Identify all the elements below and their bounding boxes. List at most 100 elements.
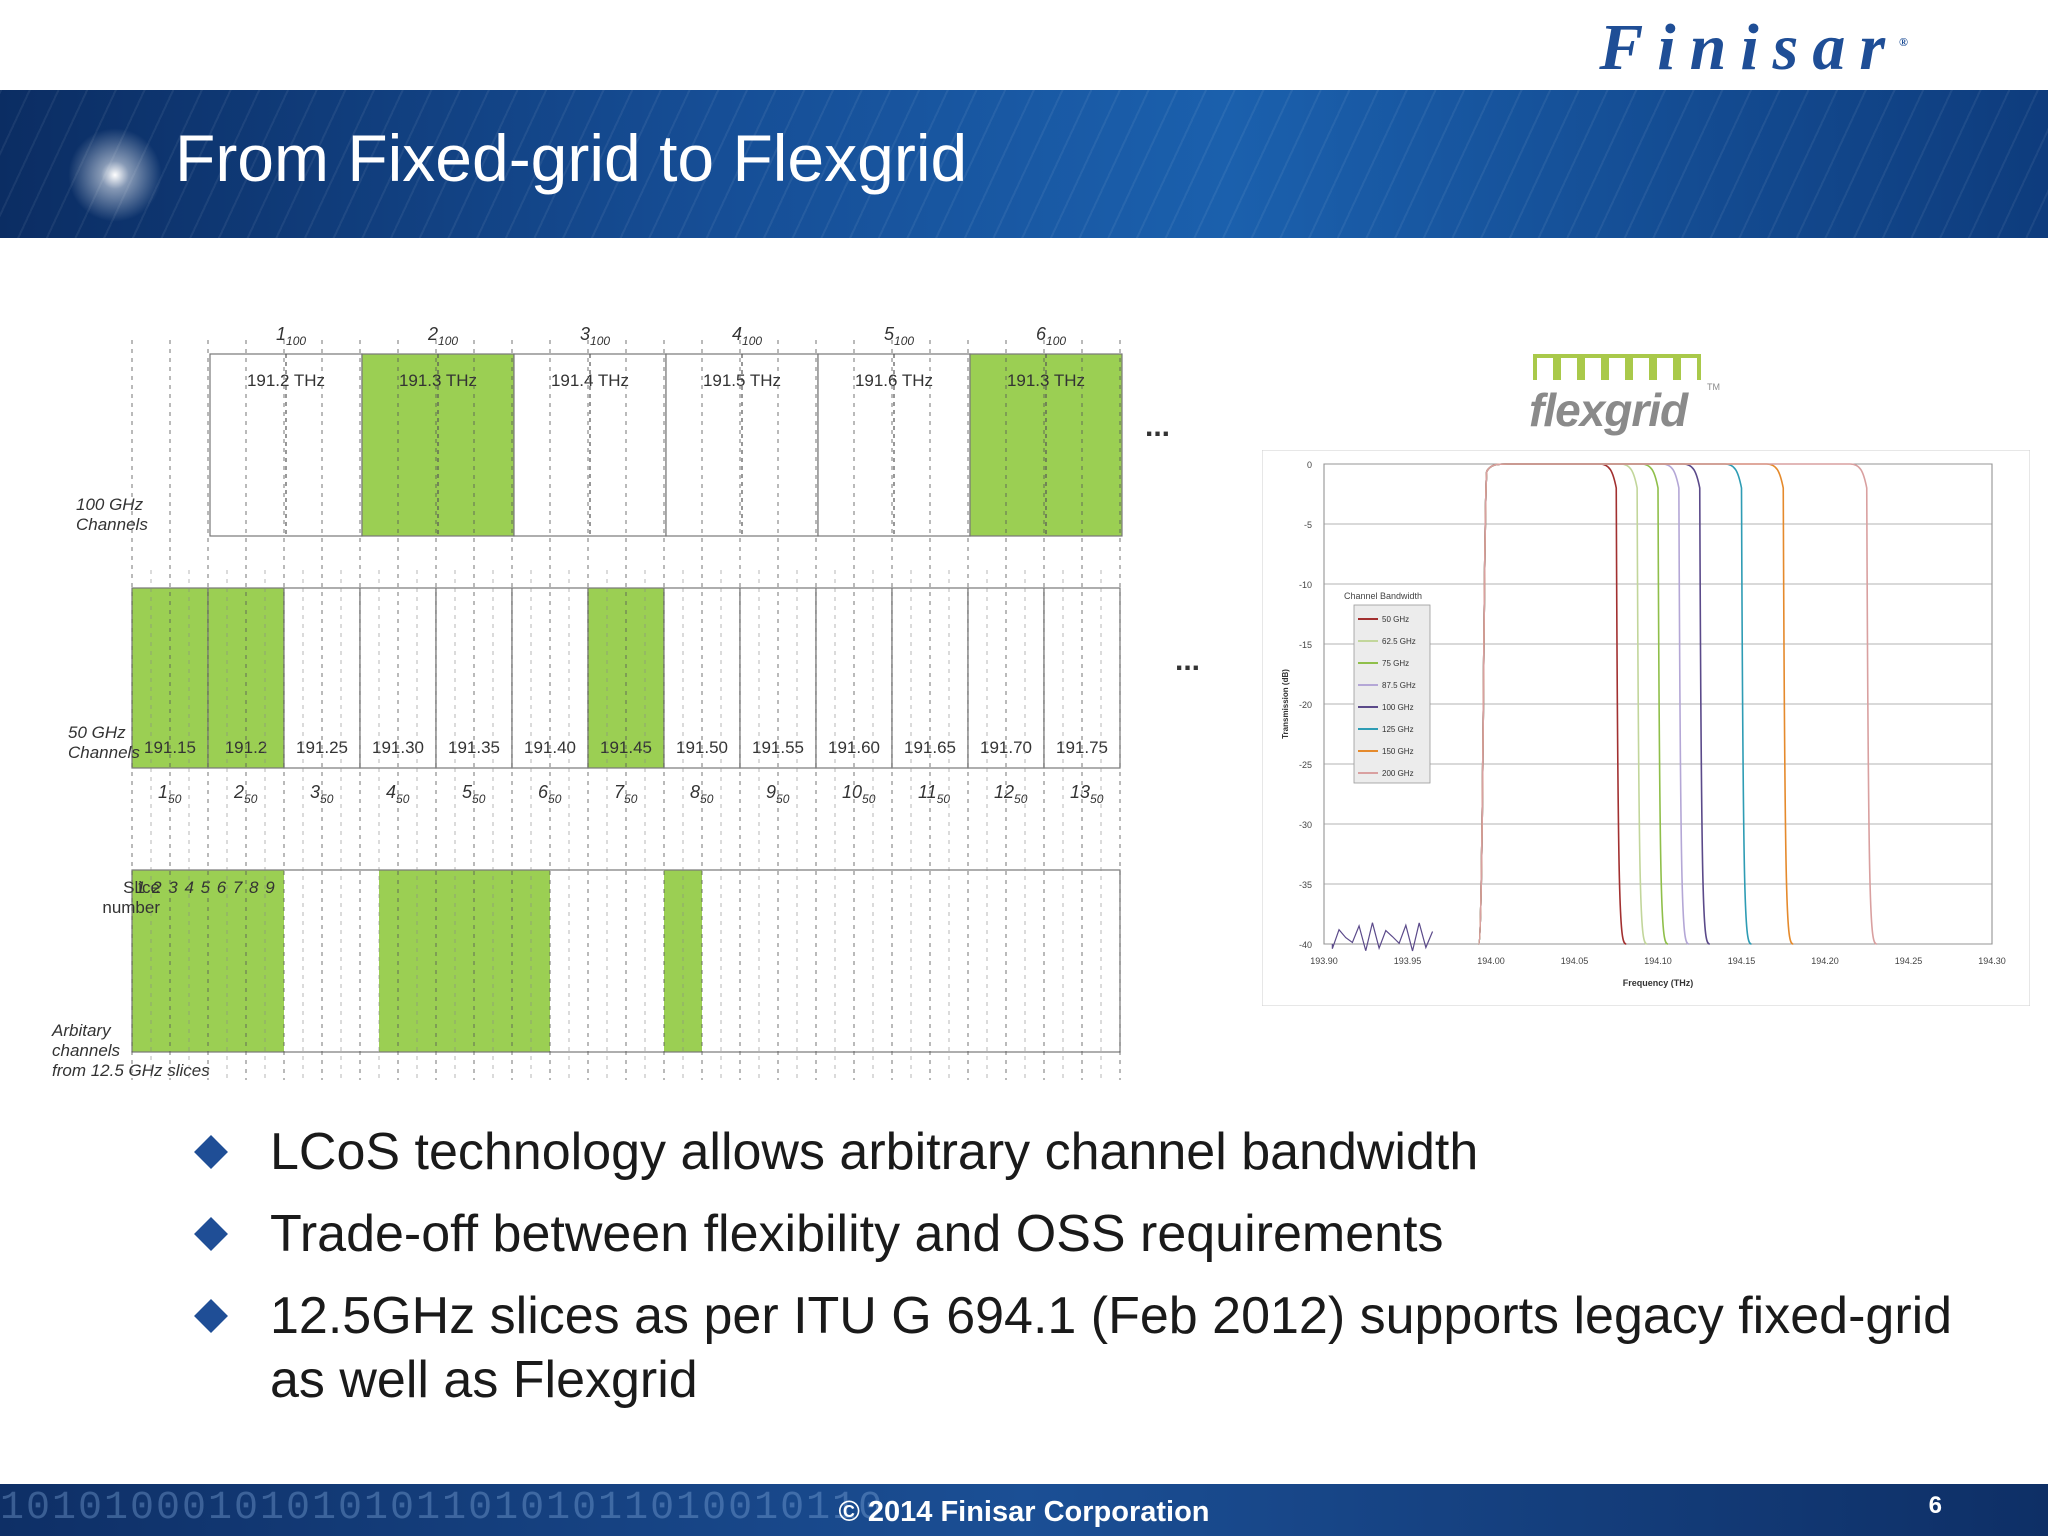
- y-tick-label: -35: [1299, 880, 1312, 890]
- flexgrid-comb-tooth-icon: [1653, 354, 1677, 380]
- channel-100-frequency: 191.3 THz: [1007, 371, 1085, 390]
- slice-number: 9: [265, 878, 275, 897]
- flexgrid-comb-tooth-icon: [1629, 354, 1653, 380]
- channel-50-number: 650: [538, 782, 562, 806]
- x-tick-label: 194.05: [1561, 956, 1589, 966]
- page-number: 6: [1928, 1492, 1942, 1519]
- label-arbitrary-channels: from 12.5 GHz slices: [52, 1061, 210, 1080]
- copyright-text: © 2014 Finisar Corporation: [838, 1496, 1210, 1528]
- legend-entry: 200 GHz: [1382, 769, 1414, 778]
- slice-number: 1: [136, 878, 145, 897]
- bullet-text: 12.5GHz slices as per ITU G 694.1 (Feb 2…: [270, 1287, 1953, 1409]
- y-tick-label: -40: [1299, 940, 1312, 950]
- ellipsis-50: ...: [1175, 644, 1200, 677]
- channel-100-frequency: 191.4 THz: [551, 371, 629, 390]
- x-tick-label: 194.00: [1477, 956, 1505, 966]
- channel-100-frequency: 191.6 THz: [855, 371, 933, 390]
- flexgrid-comb-tooth-icon: [1677, 354, 1701, 380]
- slice-number: 3: [168, 878, 178, 897]
- slide-title: From Fixed-grid to Flexgrid: [175, 121, 968, 195]
- channel-50-number: 550: [462, 782, 486, 806]
- legend-entry: 125 GHz: [1382, 725, 1414, 734]
- flexgrid-comb-tooth-icon: [1557, 354, 1581, 380]
- x-tick-label: 193.90: [1310, 956, 1338, 966]
- noise-floor-line: [1331, 922, 1434, 952]
- channel-50-number: 750: [614, 782, 638, 806]
- diamond-bullet-icon: [194, 1217, 228, 1251]
- slice-number: 7: [233, 878, 243, 897]
- slice-number: 6: [217, 878, 227, 897]
- label-50-ghz-channels: Channels: [68, 743, 140, 762]
- finisar-logo: Finisar®: [1599, 10, 1908, 86]
- flexgrid-comb-tooth-icon: [1533, 354, 1557, 380]
- x-axis-label: Frequency (THz): [1623, 978, 1694, 988]
- slice-number: 8: [249, 878, 259, 897]
- banner-wave-pattern: [0, 90, 2048, 238]
- arbitrary-channel-block: [379, 870, 550, 1052]
- x-tick-label: 194.25: [1895, 956, 1923, 966]
- x-tick-label: 194.15: [1728, 956, 1756, 966]
- bullet-text: LCoS technology allows arbitrary channel…: [270, 1123, 1479, 1181]
- bullet-list: LCoS technology allows arbitrary channel…: [194, 1120, 1975, 1430]
- channel-100-number: 6100: [1036, 324, 1066, 348]
- label-slice-number: Slice: [123, 878, 160, 897]
- x-tick-label: 193.95: [1394, 956, 1422, 966]
- y-tick-label: -25: [1299, 760, 1312, 770]
- y-tick-label: -10: [1299, 580, 1312, 590]
- channel-50-number: 1050: [842, 782, 876, 806]
- logo-text: Finisar: [1599, 11, 1900, 84]
- flexgrid-tm: TM: [1707, 382, 1720, 392]
- channel-50-number: 350: [310, 782, 334, 806]
- y-tick-label: -15: [1299, 640, 1312, 650]
- channel-50-number: 850: [690, 782, 714, 806]
- channel-50-box: [967, 587, 1045, 769]
- channel-100-number: 3100: [580, 324, 610, 348]
- x-tick-label: 194.20: [1811, 956, 1839, 966]
- legend-entry: 75 GHz: [1382, 659, 1409, 668]
- label-100-ghz-channels: Channels: [76, 515, 148, 534]
- y-tick-label: -30: [1299, 820, 1312, 830]
- bullet-item: Trade-off between flexibility and OSS re…: [194, 1202, 1975, 1266]
- bullet-text: Trade-off between flexibility and OSS re…: [270, 1205, 1444, 1263]
- channel-50-number: 1150: [918, 782, 950, 806]
- slice-number: 2: [151, 878, 162, 897]
- channel-grid-diagram: 191.2 THz 1100 191.3 THz 2100 191.4 THz 3100 1…: [51, 324, 1200, 1080]
- diamond-bullet-icon: [194, 1135, 228, 1169]
- footer-bar: 1010100010101010110101011010010110 © 201…: [0, 1484, 2048, 1536]
- flexgrid-comb-tooth-icon: [1581, 354, 1605, 380]
- channel-50-number: 1250: [994, 782, 1028, 806]
- y-tick-label: -5: [1304, 520, 1312, 530]
- channel-50-number: 450: [386, 782, 410, 806]
- legend-title: Channel Bandwidth: [1344, 591, 1422, 601]
- legend-box: [1353, 604, 1431, 784]
- legend-entry: 62.5 GHz: [1382, 637, 1416, 646]
- channel-100-number: 2100: [427, 324, 458, 348]
- legend-entry: 150 GHz: [1382, 747, 1414, 756]
- bullet-item: LCoS technology allows arbitrary channel…: [194, 1120, 1975, 1184]
- flexgrid-comb-tooth-icon: [1605, 354, 1629, 380]
- slice-number: 5: [201, 878, 211, 897]
- y-axis-label: Transmission (dB): [1281, 669, 1290, 739]
- bullet-item: 12.5GHz slices as per ITU G 694.1 (Feb 2…: [194, 1284, 1975, 1412]
- flexgrid-logo: flexgrid TM: [1529, 354, 1720, 436]
- channel-100-number: 4100: [732, 324, 762, 348]
- transmission-chart: 0 -5 -10 -15 -20 -25 -30 -35 -40 193.90 193.95 194.…: [1262, 450, 2030, 1006]
- diamond-bullet-icon: [194, 1299, 228, 1333]
- channel-100-frequency: 191.5 THz: [703, 371, 781, 390]
- flexgrid-logo-text: flexgrid: [1529, 384, 1689, 436]
- label-slice-number: number: [102, 898, 160, 917]
- channel-50-number: 1350: [1070, 782, 1104, 806]
- title-banner: [0, 90, 2048, 238]
- channel-50-number: 250: [233, 782, 258, 806]
- x-tick-label: 194.30: [1978, 956, 2006, 966]
- legend-entry: 50 GHz: [1382, 615, 1409, 624]
- series-line: [1477, 463, 1877, 945]
- channel-100-frequency: 191.2 THz: [247, 371, 325, 390]
- channel-50-number: 950: [766, 782, 790, 806]
- legend-entry: 100 GHz: [1382, 703, 1414, 712]
- x-tick-label: 194.10: [1644, 956, 1672, 966]
- label-100-ghz-channels: 100 GHz: [76, 495, 144, 514]
- channel-50-number: 150: [158, 782, 182, 806]
- label-arbitrary-channels: Arbitary: [51, 1021, 112, 1040]
- y-tick-label: -20: [1299, 700, 1312, 710]
